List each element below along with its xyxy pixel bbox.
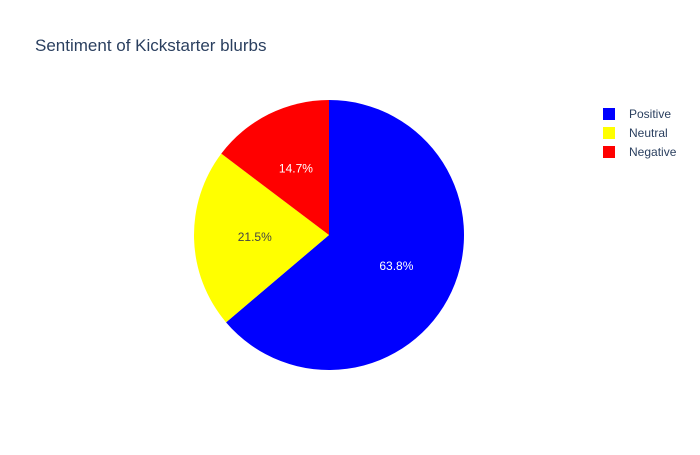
pie-slice-positive[interactable] (226, 100, 465, 370)
legend-swatch-neutral (603, 127, 615, 139)
legend-item-neutral[interactable]: Neutral (603, 126, 668, 140)
slice-label-negative: 14.7% (279, 162, 313, 176)
legend-label-negative: Negative (629, 145, 677, 159)
slice-label-neutral: 21.5% (238, 230, 272, 244)
chart-title: Sentiment of Kickstarter blurbs (35, 36, 266, 55)
pie-slice-labels: 63.8% 21.5% 14.7% (238, 162, 414, 274)
legend: Positive Neutral Negative (603, 107, 677, 159)
pie-slice-neutral[interactable] (194, 153, 329, 323)
pie-slices (194, 100, 465, 370)
pie-slice-negative[interactable] (221, 100, 329, 235)
legend-label-neutral: Neutral (629, 126, 668, 140)
legend-item-positive[interactable]: Positive (603, 107, 671, 121)
legend-label-positive: Positive (629, 107, 671, 121)
legend-swatch-negative (603, 146, 615, 158)
legend-item-negative[interactable]: Negative (603, 145, 677, 159)
slice-label-positive: 63.8% (379, 259, 413, 273)
legend-swatch-positive (603, 108, 615, 120)
